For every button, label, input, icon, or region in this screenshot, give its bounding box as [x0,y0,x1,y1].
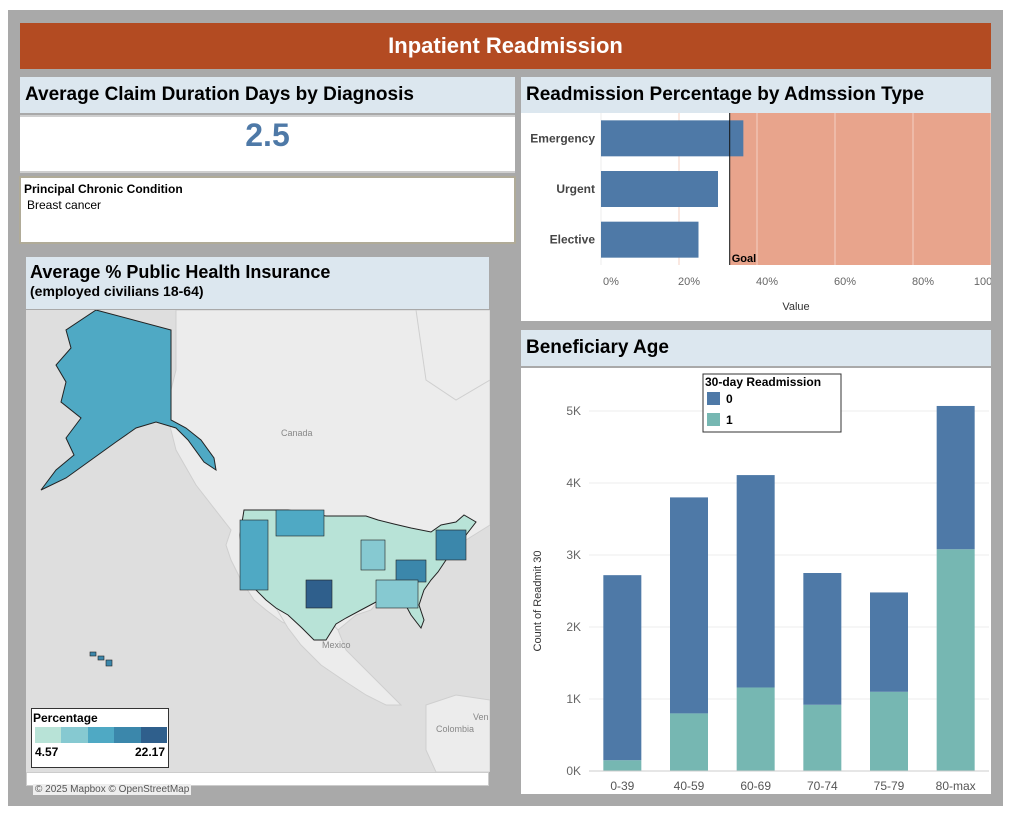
age-legend-label[interactable]: 0 [726,392,733,406]
map-label-ven: Ven [473,712,489,722]
map-legend-swatch [114,727,141,743]
map-legend-scale [35,727,168,743]
map-legend-swatch [140,727,168,743]
claim-duration-value: 2.5 [245,117,290,153]
admission-bar[interactable] [601,120,744,157]
x-tick-label: 0% [603,276,619,288]
goal-label: Goal [732,253,756,265]
y-tick-label: 1K [566,692,581,706]
age-panel: 0K 1K 2K 3K 4K 5K 0-39 40-59 60-69 70-74 75-79 80-m… [521,368,991,794]
midwest-region [360,539,386,571]
map-legend: Percentage 4.57 22.17 [31,708,169,768]
hawaii-region [89,651,113,667]
map-label-canada: Canada [281,428,313,438]
category-label: Elective [550,233,596,247]
appalachia-region [395,559,427,583]
y-tick-label: 3K [566,548,581,562]
chronic-condition-filter[interactable]: Principal Chronic Condition Breast cance… [19,176,516,244]
age-category-label: 40-59 [674,779,705,793]
x-axis-label: Value [782,301,809,313]
age-category-label: 70-74 [807,779,838,793]
x-tick-label: 60% [834,276,856,288]
map-legend-max: 22.17 [134,745,165,759]
goal-band[interactable] [729,113,991,265]
age-chart: 0K 1K 2K 3K 4K 5K 0-39 40-59 60-69 70-74 75-79 80-m… [532,373,989,793]
age-legend-swatch[interactable] [707,392,720,405]
age-bar-segment-0[interactable] [603,575,642,761]
x-tick-label: 40% [756,276,778,288]
claim-duration-kpi: 2.5 [20,115,515,173]
map-attribution[interactable]: © 2025 Mapbox © OpenStreetMap [33,784,192,795]
map-legend-title: Percentage [33,711,98,725]
age-bar-segment-0[interactable] [803,573,842,705]
age-bar-segment-0[interactable] [670,497,708,714]
x-tick-label: 80% [912,276,934,288]
age-bar-segment-1[interactable] [936,549,975,771]
south-america-land [425,694,490,772]
map-legend-swatch [35,727,62,743]
y-tick-label: 5K [566,404,581,418]
map-canvas: Canada Mexico Colombia Ven [40,310,490,772]
map-label-colombia: Colombia [436,724,474,734]
contiguous-us-region [239,509,477,641]
category-label: Urgent [556,182,595,196]
age-bar-segment-0[interactable] [870,592,908,692]
age-bar-segment-0[interactable] [736,475,775,688]
northern-plains-region [275,509,325,537]
age-bar-segment-1[interactable] [603,760,642,771]
admission-bar[interactable] [601,171,718,207]
age-bar-segment-1[interactable] [736,687,775,771]
x-tick-label: 100% [974,276,991,288]
greenland-land [415,310,490,401]
map-title: Average % Public Health Insurance [30,262,331,282]
northeast-region [435,529,467,561]
age-title: Beneficiary Age [521,330,991,366]
chronic-condition-label: Principal Chronic Condition [24,182,183,196]
age-legend-swatch[interactable] [707,413,720,426]
claim-duration-title: Average Claim Duration Days by Diagnosis [20,77,515,113]
y-tick-label: 0K [566,764,581,778]
age-legend-title: 30-day Readmission [705,375,821,389]
map-subtitle: (employed civilians 18-64) [30,283,204,299]
us-choropleth-map[interactable]: Canada Mexico Colombia Ven [26,310,490,772]
x-tick-label: 20% [678,276,700,288]
readmission-chart: 0% 20% 40% 60% 80% 100% Emergency Urgent Electiv… [530,113,1002,313]
age-category-label: 60-69 [740,779,771,793]
map-label-mexico: Mexico [322,640,351,650]
southeast-region [375,579,419,609]
age-bar-segment-0[interactable] [936,405,975,550]
west-coast-region [239,519,269,591]
age-bar-segment-1[interactable] [803,704,842,771]
readmission-title: Readmission Percentage by Admssion Type [521,77,991,113]
map-legend-swatch [87,727,115,743]
y-axis-label: Count of Readmit 30 [532,551,544,652]
age-bar-segment-1[interactable] [870,691,908,771]
admission-bar[interactable] [601,221,699,258]
map-title-block: Average % Public Health Insurance (emplo… [26,257,489,309]
age-category-label: 0-39 [610,779,634,793]
category-label: Emergency [530,131,595,145]
map-legend-swatch [61,727,88,743]
age-category-label: 80-max [936,779,976,793]
readmission-panel: 0% 20% 40% 60% 80% 100% Emergency Urgent Electiv… [521,113,1002,321]
dashboard-title: Inpatient Readmission [20,23,991,69]
alaska-region [40,310,217,491]
chronic-condition-value[interactable]: Breast cancer [27,198,102,212]
age-legend [702,373,842,433]
map-footer [26,772,489,786]
age-category-label: 75-79 [874,779,905,793]
age-legend-label[interactable]: 1 [726,413,733,427]
y-tick-label: 2K [566,620,581,634]
new-mexico-region [305,579,333,609]
y-tick-label: 4K [566,476,581,490]
age-bar-segment-1[interactable] [670,713,708,771]
map-legend-min: 4.57 [35,745,59,759]
